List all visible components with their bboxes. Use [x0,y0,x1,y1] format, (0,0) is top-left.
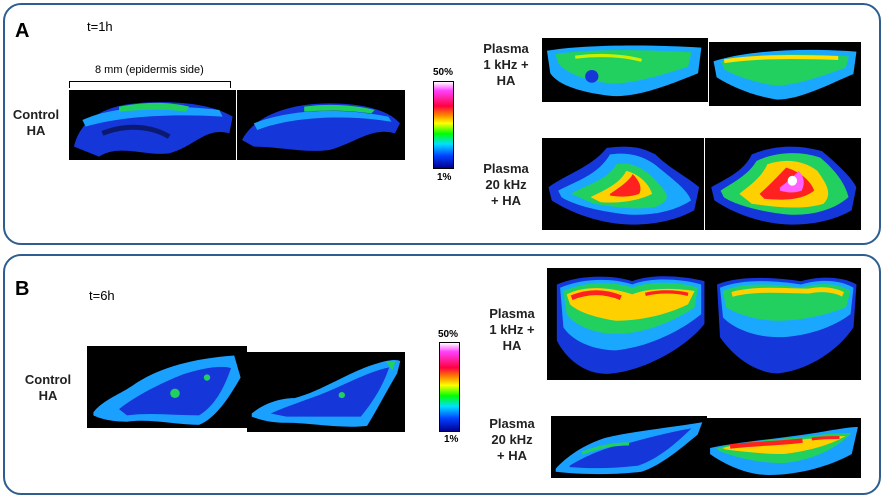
control-image-1 [69,90,236,160]
row-label-control: Control HA [12,107,60,138]
panel-letter: A [15,20,30,42]
plasma-20khz-image-2 [705,138,861,230]
row-label-plasma-1khz: Plasma 1 kHz + HA [489,306,535,353]
panel-a: A t=1h 8 mm (epidermis side) Control HA … [3,3,881,245]
time-label: t=6h [89,288,115,303]
plasma-1khz-image-2 [709,42,861,106]
colorbar-min-label: 1% [437,172,452,183]
row-label-plasma-20khz: Plasma 20 kHz + HA [489,416,535,463]
row-label-plasma-20khz: Plasma 20 kHz + HA [483,161,529,208]
plasma-20khz-image-1 [551,416,707,478]
plasma-20khz-image-2 [707,418,861,478]
time-label: t=1h [87,19,113,34]
colorbar-max-label: 50% [433,67,454,78]
row-label-plasma-1khz: Plasma 1 kHz + HA [483,41,529,88]
plasma-1khz-image-2 [711,268,861,380]
plasma-1khz-image-1 [542,38,708,102]
scale-bracket [69,81,231,88]
control-image-2 [247,352,405,432]
scale-note: 8 mm (epidermis side) [95,64,204,76]
row-label-control: Control HA [24,372,72,403]
plasma-1khz-image-1 [547,268,711,380]
panel-b: B t=6h Control HA 50% 1% Plasma 1 kHz + … [3,254,881,495]
control-image-2 [237,90,405,160]
control-image-1 [87,346,247,428]
colorbar-min-label: 1% [444,434,459,445]
plasma-20khz-image-1 [542,138,704,230]
colorbar-max-label: 50% [438,329,459,340]
colorbar [439,342,460,432]
colorbar [433,81,454,169]
panel-letter: B [15,278,30,300]
